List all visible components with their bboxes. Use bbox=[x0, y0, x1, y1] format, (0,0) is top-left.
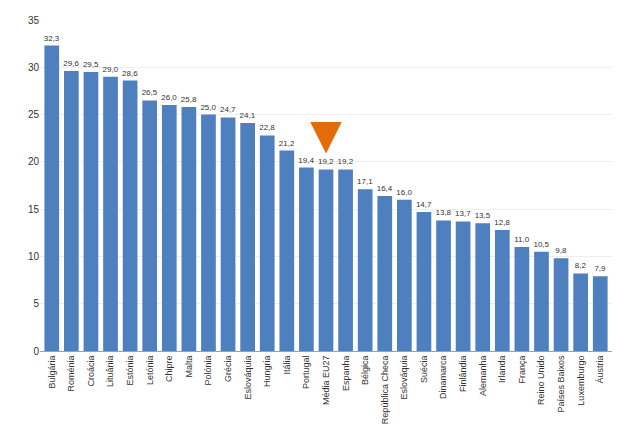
svg-text:Letónia: Letónia bbox=[145, 356, 155, 386]
svg-text:Croácia: Croácia bbox=[86, 356, 96, 387]
svg-text:Eslováquia: Eslováquia bbox=[399, 356, 409, 400]
svg-text:Países Baixos: Países Baixos bbox=[556, 355, 566, 413]
svg-text:Grécia: Grécia bbox=[223, 356, 233, 383]
svg-text:Eslováquia: Eslováquia bbox=[243, 356, 253, 400]
svg-text:19,2: 19,2 bbox=[338, 157, 354, 166]
svg-text:15: 15 bbox=[28, 204, 40, 215]
svg-text:30: 30 bbox=[28, 62, 40, 73]
svg-text:24,7: 24,7 bbox=[220, 105, 236, 114]
svg-text:Bélgica: Bélgica bbox=[360, 356, 370, 386]
svg-text:Lituânia: Lituânia bbox=[105, 356, 115, 388]
svg-text:20: 20 bbox=[28, 156, 40, 167]
svg-text:26,5: 26,5 bbox=[142, 88, 158, 97]
svg-text:0: 0 bbox=[33, 346, 39, 357]
svg-text:10,5: 10,5 bbox=[533, 240, 549, 249]
svg-text:Chipre: Chipre bbox=[164, 356, 174, 383]
svg-text:10: 10 bbox=[28, 251, 40, 262]
svg-text:16,0: 16,0 bbox=[396, 188, 412, 197]
svg-text:24,1: 24,1 bbox=[240, 111, 256, 120]
svg-text:Suécia: Suécia bbox=[419, 356, 429, 384]
svg-text:5: 5 bbox=[33, 298, 39, 309]
svg-text:13,7: 13,7 bbox=[455, 209, 471, 218]
svg-text:Espanha: Espanha bbox=[341, 356, 351, 392]
svg-text:Dinamarca: Dinamarca bbox=[438, 356, 448, 400]
svg-text:16,4: 16,4 bbox=[377, 184, 393, 193]
svg-text:13,8: 13,8 bbox=[435, 208, 451, 217]
svg-text:19,2: 19,2 bbox=[318, 157, 334, 166]
svg-text:29,5: 29,5 bbox=[83, 60, 99, 69]
svg-text:Alemanha: Alemanha bbox=[478, 356, 488, 397]
svg-text:25,8: 25,8 bbox=[181, 95, 197, 104]
svg-text:29,6: 29,6 bbox=[63, 59, 79, 68]
svg-text:Portugal: Portugal bbox=[301, 356, 311, 390]
svg-text:7,9: 7,9 bbox=[594, 264, 606, 273]
svg-text:Luxemburgo: Luxemburgo bbox=[576, 356, 586, 406]
svg-text:Malta: Malta bbox=[184, 356, 194, 378]
svg-text:8,2: 8,2 bbox=[575, 261, 587, 270]
svg-text:Bulgária: Bulgária bbox=[47, 356, 57, 389]
svg-text:França: França bbox=[517, 356, 527, 384]
svg-text:Áustria: Áustria bbox=[595, 356, 605, 384]
svg-text:25: 25 bbox=[28, 109, 40, 120]
svg-text:Polónia: Polónia bbox=[203, 356, 213, 386]
svg-text:21,2: 21,2 bbox=[279, 139, 295, 148]
svg-text:9,8: 9,8 bbox=[555, 246, 567, 255]
svg-text:17,1: 17,1 bbox=[357, 177, 373, 186]
svg-text:19,4: 19,4 bbox=[298, 156, 314, 165]
svg-text:35: 35 bbox=[28, 15, 40, 26]
svg-text:11,0: 11,0 bbox=[514, 235, 530, 244]
svg-text:14,7: 14,7 bbox=[416, 200, 432, 209]
svg-text:26,0: 26,0 bbox=[161, 93, 177, 102]
svg-text:12,8: 12,8 bbox=[494, 218, 510, 227]
svg-text:República Checa: República Checa bbox=[380, 356, 390, 425]
svg-text:Estónia: Estónia bbox=[125, 356, 135, 386]
svg-text:32,3: 32,3 bbox=[44, 34, 60, 43]
svg-text:Itália: Itália bbox=[282, 356, 292, 375]
svg-text:29,0: 29,0 bbox=[102, 65, 118, 74]
svg-text:Finlândia: Finlândia bbox=[458, 356, 468, 393]
svg-text:Roménia: Roménia bbox=[66, 356, 76, 392]
svg-text:25,0: 25,0 bbox=[200, 103, 216, 112]
svg-text:22,8: 22,8 bbox=[259, 123, 275, 132]
svg-text:Média EU27: Média EU27 bbox=[321, 356, 331, 406]
svg-text:Reino Unido: Reino Unido bbox=[536, 356, 546, 406]
svg-text:13,5: 13,5 bbox=[475, 211, 491, 220]
svg-text:28,6: 28,6 bbox=[122, 69, 138, 78]
svg-text:Irlanda: Irlanda bbox=[497, 356, 507, 384]
svg-text:Hungria: Hungria bbox=[262, 356, 272, 388]
